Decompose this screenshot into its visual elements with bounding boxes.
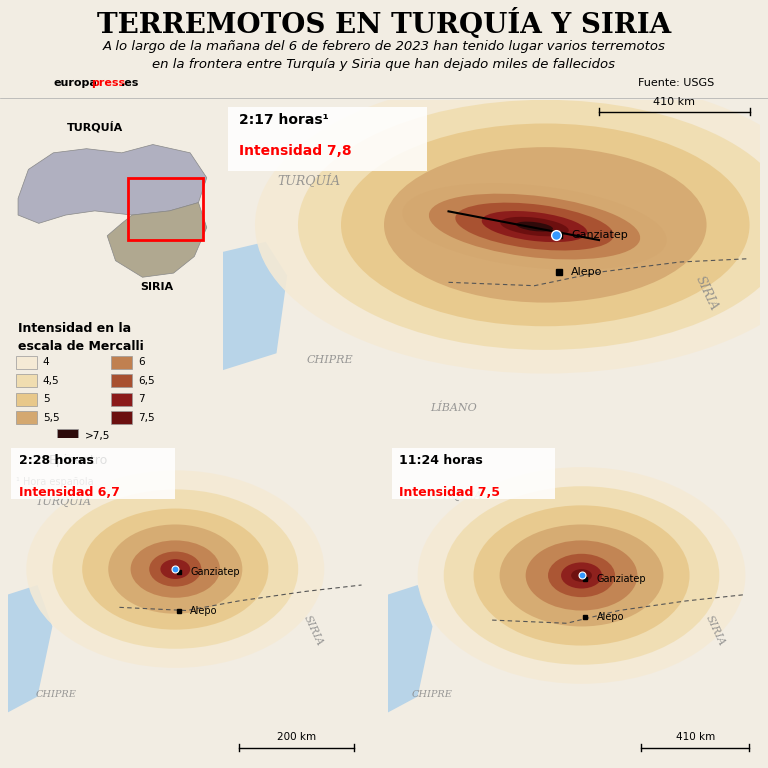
Text: .es: .es xyxy=(121,78,139,88)
Text: Alepo: Alepo xyxy=(597,612,624,622)
Text: 6: 6 xyxy=(138,357,145,367)
Text: CHIPRE: CHIPRE xyxy=(307,356,353,366)
Ellipse shape xyxy=(161,559,190,579)
Text: press: press xyxy=(91,78,125,88)
Ellipse shape xyxy=(500,217,569,237)
Bar xyxy=(111,356,132,369)
Ellipse shape xyxy=(525,541,637,611)
Text: escala de Mercalli: escala de Mercalli xyxy=(18,340,144,353)
Text: 11:24 horas: 11:24 horas xyxy=(399,455,483,468)
Text: SIRIA: SIRIA xyxy=(693,273,720,313)
Text: CHIPRE: CHIPRE xyxy=(35,690,77,699)
Ellipse shape xyxy=(455,203,614,250)
Ellipse shape xyxy=(548,554,615,598)
Text: Fuente: USGS: Fuente: USGS xyxy=(638,78,714,88)
Ellipse shape xyxy=(418,467,746,684)
Text: TURQUÍA: TURQUÍA xyxy=(67,121,123,132)
Ellipse shape xyxy=(482,211,588,242)
Polygon shape xyxy=(8,442,52,760)
Text: Ganziatep: Ganziatep xyxy=(571,230,627,240)
Text: LÍBANO: LÍBANO xyxy=(431,402,477,412)
Text: 6,5: 6,5 xyxy=(138,376,155,386)
Ellipse shape xyxy=(341,124,750,326)
Text: Epicentro: Epicentro xyxy=(49,454,108,467)
Ellipse shape xyxy=(131,541,220,598)
Bar xyxy=(111,374,132,387)
Text: en la frontera entre Turquía y Siria que han dejado miles de fallecidos: en la frontera entre Turquía y Siria que… xyxy=(153,58,615,71)
Text: TERREMOTOS EN TURQUÍA Y SIRIA: TERREMOTOS EN TURQUÍA Y SIRIA xyxy=(97,8,671,39)
Text: Intensidad en la: Intensidad en la xyxy=(18,323,131,336)
Bar xyxy=(111,392,132,406)
Text: 2:17 horas¹: 2:17 horas¹ xyxy=(239,114,329,127)
Ellipse shape xyxy=(444,486,720,665)
Bar xyxy=(58,429,78,442)
FancyBboxPatch shape xyxy=(12,448,175,499)
Text: >7,5: >7,5 xyxy=(84,431,110,441)
Polygon shape xyxy=(388,442,432,760)
Ellipse shape xyxy=(384,147,707,303)
Text: 410 km: 410 km xyxy=(654,98,695,108)
Bar xyxy=(16,356,37,369)
Text: 4: 4 xyxy=(43,357,50,367)
Text: Intensidad 6,7: Intensidad 6,7 xyxy=(19,486,120,499)
Ellipse shape xyxy=(571,569,592,582)
Text: 4,5: 4,5 xyxy=(43,376,60,386)
Polygon shape xyxy=(18,144,207,223)
Ellipse shape xyxy=(52,489,298,649)
Ellipse shape xyxy=(561,562,602,588)
Text: Ganziatep: Ganziatep xyxy=(190,568,240,578)
Text: Alepo: Alepo xyxy=(571,267,602,277)
Text: A lo largo de la mañana del 6 de febrero de 2023 han tenido lugar varios terremo: A lo largo de la mañana del 6 de febrero… xyxy=(103,40,665,53)
Text: 410 km: 410 km xyxy=(676,732,715,742)
Ellipse shape xyxy=(82,508,269,630)
Text: Alepo: Alepo xyxy=(190,605,217,615)
Ellipse shape xyxy=(149,551,201,587)
FancyBboxPatch shape xyxy=(392,448,555,499)
Ellipse shape xyxy=(474,505,690,646)
Text: 5: 5 xyxy=(43,394,50,404)
FancyBboxPatch shape xyxy=(228,107,427,170)
Polygon shape xyxy=(223,100,287,438)
Text: SIRIA: SIRIA xyxy=(302,614,325,647)
Ellipse shape xyxy=(429,194,641,260)
Bar xyxy=(128,177,203,240)
Text: europa: europa xyxy=(54,78,98,88)
Ellipse shape xyxy=(516,222,553,231)
Text: CHIPRE: CHIPRE xyxy=(412,690,453,699)
Ellipse shape xyxy=(255,76,768,373)
Text: SIRIA: SIRIA xyxy=(141,282,174,292)
Text: TURQUÍA: TURQUÍA xyxy=(277,174,340,187)
Text: TURQUÍA: TURQUÍA xyxy=(427,488,483,501)
Ellipse shape xyxy=(298,100,768,350)
Polygon shape xyxy=(108,203,207,277)
Text: 200 km: 200 km xyxy=(276,732,316,742)
Bar xyxy=(16,392,37,406)
Ellipse shape xyxy=(402,184,667,270)
Text: SIRIA: SIRIA xyxy=(704,614,727,647)
Bar xyxy=(16,374,37,387)
Ellipse shape xyxy=(108,525,243,614)
Ellipse shape xyxy=(499,525,664,627)
Text: 7,5: 7,5 xyxy=(138,412,155,422)
Text: 5,5: 5,5 xyxy=(43,412,60,422)
Text: 2:28 horas: 2:28 horas xyxy=(19,455,94,468)
Text: 7: 7 xyxy=(138,394,145,404)
Text: Intensidad 7,5: Intensidad 7,5 xyxy=(399,486,500,499)
Text: TURQUÍA: TURQUÍA xyxy=(35,495,91,508)
Text: Ganziatep: Ganziatep xyxy=(597,574,646,584)
Text: Intensidad 7,8: Intensidad 7,8 xyxy=(239,144,352,157)
Text: ¹ Hora española: ¹ Hora española xyxy=(16,477,94,487)
Ellipse shape xyxy=(26,470,324,668)
Bar xyxy=(111,411,132,424)
Bar xyxy=(16,411,37,424)
